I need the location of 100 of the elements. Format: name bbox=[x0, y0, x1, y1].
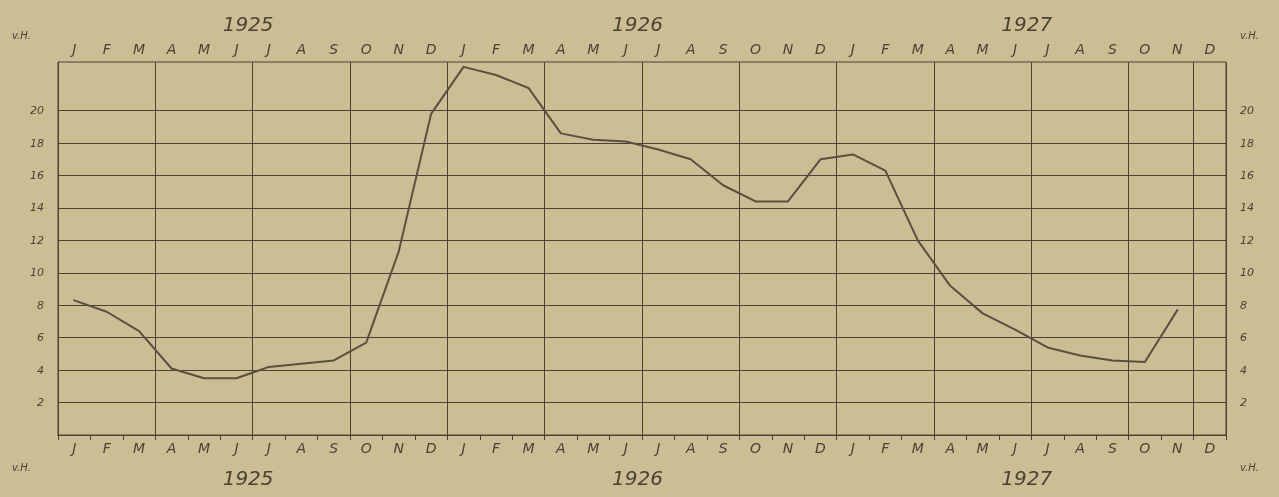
y-tick-label: 2 bbox=[37, 396, 44, 410]
category-label: F bbox=[881, 41, 890, 57]
x-tick-label: J bbox=[653, 440, 661, 456]
x-tick-label: A bbox=[555, 440, 566, 456]
category-label: O bbox=[750, 41, 762, 57]
category-label: A bbox=[685, 41, 696, 57]
category-label: J bbox=[234, 41, 239, 57]
y-axis-title: v.H. bbox=[12, 29, 31, 41]
x-tick-label: M bbox=[197, 440, 211, 456]
category-label: J bbox=[461, 41, 466, 57]
category-label: A bbox=[1075, 41, 1085, 57]
x-tick-label: D bbox=[815, 440, 827, 456]
x-tick-label: O bbox=[360, 440, 372, 456]
y-tick-label: 10 bbox=[30, 266, 44, 280]
line-series bbox=[73, 65, 1179, 380]
x-tick-label: F bbox=[881, 440, 891, 456]
y-tick-label: 18 bbox=[30, 136, 44, 150]
category-label: J bbox=[656, 41, 661, 57]
y2-axis-title: v.H. bbox=[1240, 29, 1259, 41]
y2-tick-label: 2 bbox=[1240, 396, 1247, 410]
category-label: S bbox=[1108, 41, 1117, 57]
x-tick-label: M bbox=[911, 440, 924, 456]
category-label: J bbox=[72, 41, 77, 57]
x-tick-label: S bbox=[718, 440, 728, 456]
x-tick-label: M bbox=[522, 440, 535, 456]
category-label: F bbox=[491, 41, 501, 57]
y-tick-label: 16 bbox=[30, 169, 44, 183]
y2-tick-label: 10 bbox=[1240, 266, 1254, 280]
category-label: J bbox=[266, 41, 271, 57]
category-label: S bbox=[329, 41, 339, 57]
category-label: J bbox=[1045, 41, 1050, 57]
y2-tick-label: 8 bbox=[1240, 298, 1247, 312]
category-label: A bbox=[166, 41, 177, 57]
x-tick-label: J bbox=[263, 440, 271, 456]
category-label: A bbox=[945, 41, 956, 57]
x-tick-label: A bbox=[165, 440, 177, 456]
category-label: M bbox=[976, 41, 989, 57]
category-label: A bbox=[296, 41, 307, 57]
x-tick-label: F bbox=[491, 440, 501, 456]
y-tick-label: 14 bbox=[30, 201, 44, 215]
category-label: D bbox=[815, 41, 826, 57]
category-label: M bbox=[197, 41, 211, 57]
x-tick-label: O bbox=[750, 440, 762, 456]
category-label: J bbox=[850, 41, 855, 57]
x-tick-label: N bbox=[782, 440, 794, 456]
text: v.H. bbox=[12, 461, 31, 473]
text: 1925 bbox=[222, 12, 274, 36]
category-label: N bbox=[782, 41, 794, 57]
category-label: A bbox=[556, 41, 566, 57]
x-tick-label: N bbox=[1172, 440, 1184, 456]
category-label: F bbox=[102, 41, 111, 57]
category-label: O bbox=[360, 41, 372, 57]
y-tick-label: 4 bbox=[37, 363, 44, 377]
category-label: J bbox=[623, 41, 628, 57]
category-label: D bbox=[425, 41, 437, 57]
text: 1925 bbox=[222, 466, 274, 490]
x-tick-label: J bbox=[458, 440, 466, 456]
x-tick-label: M bbox=[587, 440, 600, 456]
x-tick-label: M bbox=[133, 440, 146, 456]
x-tick-label: J bbox=[847, 440, 855, 456]
x-tick-label: J bbox=[1010, 440, 1018, 456]
x-tick-label: S bbox=[329, 440, 339, 456]
x-tick-label: S bbox=[1108, 440, 1117, 456]
y-tick-label: 6 bbox=[37, 331, 44, 345]
y-tick-label: 20 bbox=[30, 104, 44, 118]
category-label: M bbox=[587, 41, 600, 57]
text: v.H. bbox=[1240, 461, 1259, 473]
text: 1926 bbox=[612, 12, 663, 36]
text: 1927 bbox=[1001, 12, 1053, 36]
category-label: O bbox=[1139, 41, 1151, 57]
x-tick-label: M bbox=[976, 440, 989, 456]
y2-tick-label: 6 bbox=[1240, 331, 1247, 345]
text: 1927 bbox=[1001, 466, 1053, 490]
x-tick-label: A bbox=[295, 440, 307, 456]
category-label: M bbox=[522, 41, 535, 57]
x-tick-label: D bbox=[425, 440, 437, 456]
x-tick-label: J bbox=[620, 440, 628, 456]
x-tick-label: D bbox=[1204, 440, 1216, 456]
category-label: S bbox=[718, 41, 728, 57]
category-label: M bbox=[911, 41, 924, 57]
y2-tick-label: 16 bbox=[1240, 169, 1254, 183]
y-tick-label: 12 bbox=[30, 233, 44, 247]
category-label: N bbox=[1172, 41, 1183, 57]
x-tick-label: A bbox=[944, 440, 956, 456]
y2-tick-label: 4 bbox=[1240, 363, 1247, 377]
x-tick-label: A bbox=[684, 440, 696, 456]
y2-tick-label: 12 bbox=[1240, 233, 1254, 247]
x-tick-label: O bbox=[1139, 440, 1151, 456]
y2-tick-label: 14 bbox=[1240, 201, 1254, 215]
x-tick-label: J bbox=[1042, 440, 1050, 456]
category-label: D bbox=[1204, 41, 1216, 57]
category-label: N bbox=[393, 41, 404, 57]
category-label: M bbox=[133, 41, 146, 57]
x-tick-label: J bbox=[69, 440, 77, 456]
x-tick-label: A bbox=[1074, 440, 1085, 456]
x-tick-label: J bbox=[231, 440, 239, 456]
x-tick-label: N bbox=[393, 440, 405, 456]
y2-tick-label: 18 bbox=[1240, 136, 1254, 150]
x-tick-label: F bbox=[102, 440, 112, 456]
text: 1926 bbox=[612, 466, 663, 490]
